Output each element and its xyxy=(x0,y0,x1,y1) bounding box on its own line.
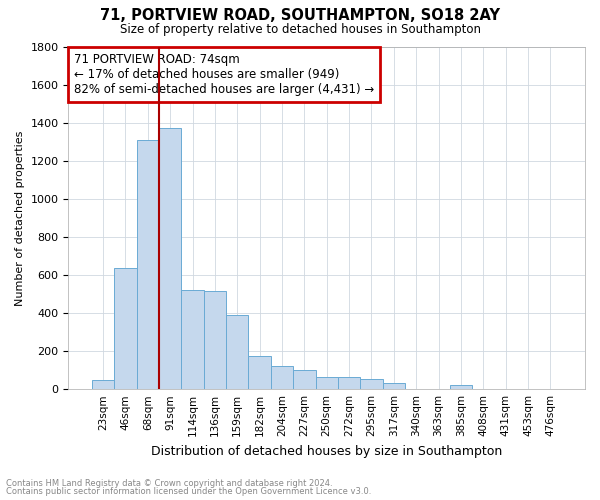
Bar xyxy=(181,290,204,389)
Bar xyxy=(137,140,159,389)
Bar xyxy=(338,377,360,389)
Bar xyxy=(383,384,405,389)
Text: Contains HM Land Registry data © Crown copyright and database right 2024.: Contains HM Land Registry data © Crown c… xyxy=(6,478,332,488)
Y-axis label: Number of detached properties: Number of detached properties xyxy=(15,130,25,306)
Bar xyxy=(271,366,293,389)
Bar xyxy=(248,356,271,389)
Bar xyxy=(92,380,114,389)
Bar xyxy=(159,128,181,389)
Text: 71, PORTVIEW ROAD, SOUTHAMPTON, SO18 2AY: 71, PORTVIEW ROAD, SOUTHAMPTON, SO18 2AY xyxy=(100,8,500,22)
Bar xyxy=(293,370,316,389)
Bar xyxy=(360,378,383,389)
Text: Contains public sector information licensed under the Open Government Licence v3: Contains public sector information licen… xyxy=(6,487,371,496)
Bar xyxy=(114,268,137,389)
Bar xyxy=(226,315,248,389)
Bar xyxy=(204,291,226,389)
Bar xyxy=(450,386,472,389)
X-axis label: Distribution of detached houses by size in Southampton: Distribution of detached houses by size … xyxy=(151,444,502,458)
Text: Size of property relative to detached houses in Southampton: Size of property relative to detached ho… xyxy=(119,22,481,36)
Text: 71 PORTVIEW ROAD: 74sqm
← 17% of detached houses are smaller (949)
82% of semi-d: 71 PORTVIEW ROAD: 74sqm ← 17% of detache… xyxy=(74,54,374,96)
Bar xyxy=(316,377,338,389)
